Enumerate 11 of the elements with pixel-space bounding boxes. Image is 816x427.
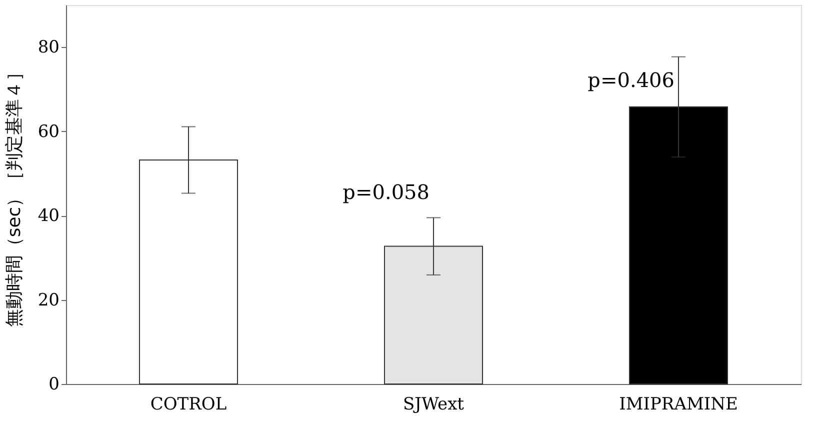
y-tick-label: 60 xyxy=(38,122,60,142)
x-tick-label: IMIPRAMINE xyxy=(619,394,738,414)
annotation: p=0.058 xyxy=(342,180,430,204)
y-axis-title: 無動時間（sec）［判定基準４］ xyxy=(4,62,25,328)
y-tick-label: 20 xyxy=(38,290,60,310)
x-tick-label: SJWext xyxy=(402,394,464,414)
y-tick-label: 80 xyxy=(38,38,60,58)
annotation: p=0.406 xyxy=(588,68,674,92)
x-tick-label: COTROL xyxy=(150,394,227,414)
y-tick-label: 40 xyxy=(38,206,60,226)
y-tick-label: 0 xyxy=(48,374,60,394)
